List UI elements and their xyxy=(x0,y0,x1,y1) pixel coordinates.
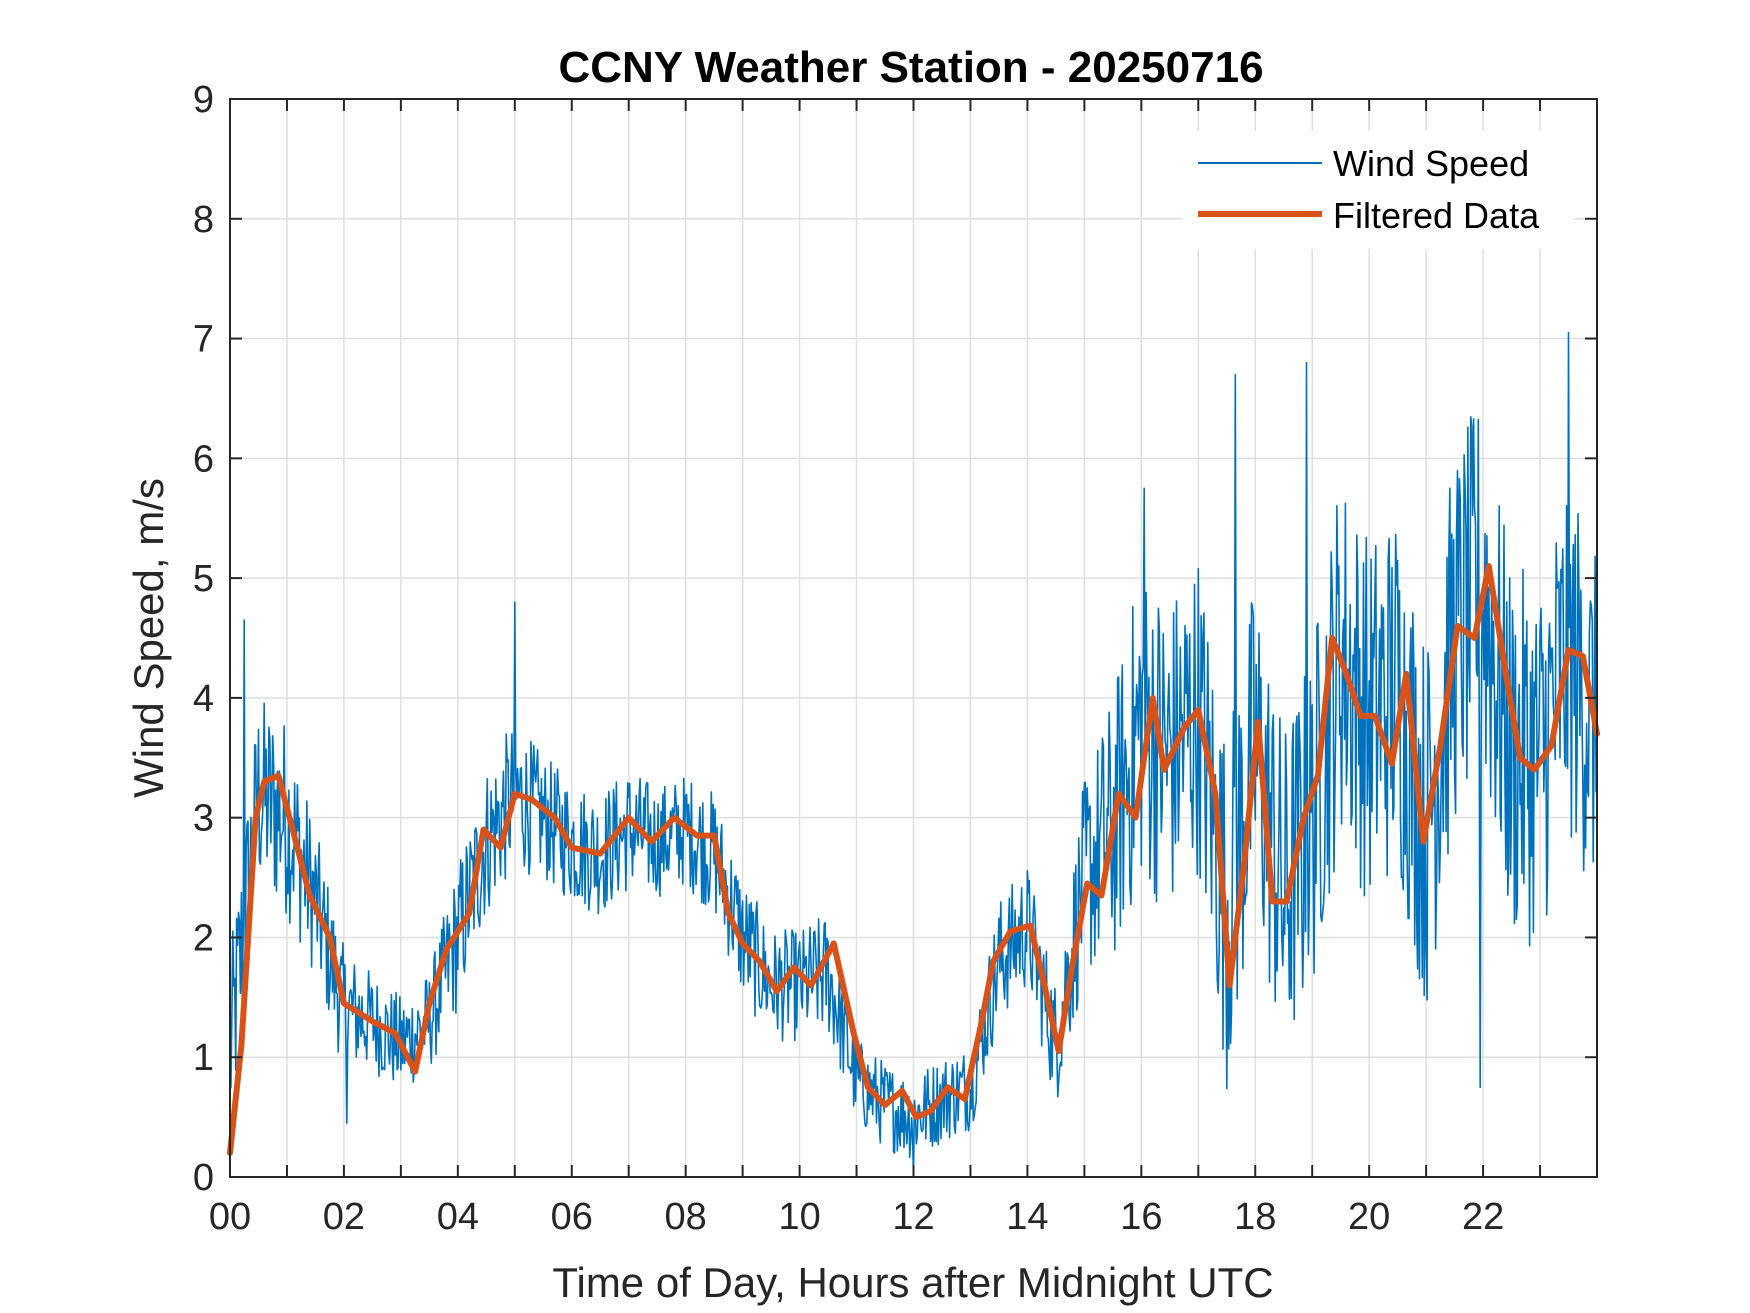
x-tick-label: 18 xyxy=(1234,1196,1276,1238)
legend-label-filtered-data: Filtered Data xyxy=(1333,195,1540,236)
y-tick-label: 1 xyxy=(193,1037,214,1079)
x-tick-label: 08 xyxy=(665,1196,707,1238)
chart-title: CCNY Weather Station - 20250716 xyxy=(558,43,1263,92)
x-axis-label: Time of Day, Hours after Midnight UTC xyxy=(552,1259,1273,1306)
x-tick-label: 06 xyxy=(551,1196,593,1238)
legend-label-wind-speed: Wind Speed xyxy=(1333,143,1529,184)
x-tick-label: 04 xyxy=(437,1196,479,1238)
y-tick-label: 5 xyxy=(193,558,214,600)
x-tick-label: 00 xyxy=(209,1196,251,1238)
series-line-filtered-data xyxy=(227,563,1600,1156)
x-tick-label: 16 xyxy=(1120,1196,1162,1238)
grid xyxy=(230,99,1597,1177)
legend-box xyxy=(1182,131,1574,249)
x-tick-label: 22 xyxy=(1462,1196,1504,1238)
x-tick-label: 02 xyxy=(323,1196,365,1238)
y-tick-label: 8 xyxy=(193,199,214,241)
x-tick-label: 20 xyxy=(1348,1196,1390,1238)
y-tick-label: 6 xyxy=(193,438,214,480)
x-tick-label: 14 xyxy=(1006,1196,1048,1238)
y-tick-label: 2 xyxy=(193,917,214,959)
y-tick-label: 0 xyxy=(193,1157,214,1199)
y-tick-label: 9 xyxy=(193,79,214,121)
x-tick-label: 10 xyxy=(778,1196,820,1238)
x-tick-label: 12 xyxy=(892,1196,934,1238)
y-axis-label: Wind Speed, m/s xyxy=(125,478,172,798)
y-tick-label: 3 xyxy=(193,798,214,840)
y-tick-label: 4 xyxy=(193,678,214,720)
y-tick-label: 7 xyxy=(193,319,214,361)
legend: Wind Speed Filtered Data xyxy=(1182,131,1574,249)
